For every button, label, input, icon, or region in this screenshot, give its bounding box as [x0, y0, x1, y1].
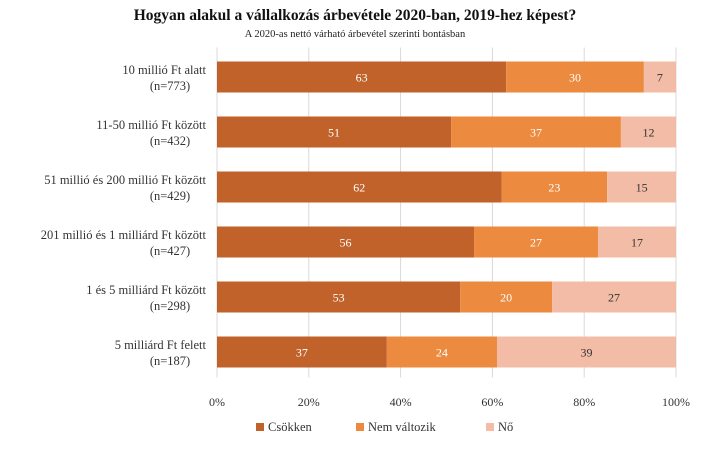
category-label: 11-50 millió Ft között [96, 118, 206, 132]
legend-label: Nem változik [368, 420, 436, 434]
x-tick-label: 20% [298, 395, 320, 409]
x-tick-label: 40% [390, 395, 412, 409]
chart-title: Hogyan alakul a vállalkozás árbevétele 2… [134, 7, 577, 24]
data-label: 17 [631, 236, 643, 250]
legend: Csökken Nem változik Nő [256, 420, 513, 434]
data-label: 12 [642, 126, 654, 140]
legend-label: Csökken [268, 420, 313, 434]
data-label: 51 [328, 126, 340, 140]
category-label: 51 millió és 200 millió Ft között [44, 173, 206, 187]
data-label: 24 [436, 346, 448, 360]
bar-segment [506, 61, 644, 93]
bar-segment [386, 336, 497, 368]
data-label: 37 [530, 126, 542, 140]
bar-segment [501, 171, 608, 203]
bar-segment [451, 116, 621, 148]
legend-swatch [256, 423, 264, 431]
data-label: 15 [636, 181, 648, 195]
category-n-label: (n=429) [150, 189, 190, 203]
category-n-label: (n=773) [150, 79, 190, 93]
bar-segment [460, 281, 553, 313]
bar-segment [607, 171, 676, 203]
data-label: 63 [356, 71, 368, 85]
category-labels: 10 millió Ft alatt (n=773) 11-50 millió Ft… [41, 63, 207, 368]
data-label: 27 [608, 291, 620, 305]
category-label: 5 milliárd Ft felett [115, 338, 207, 352]
gridlines [216, 47, 677, 378]
data-label: 30 [569, 71, 581, 85]
x-tick-label: 0% [209, 395, 225, 409]
bar-segment [643, 61, 676, 93]
bar-segment [597, 226, 676, 258]
data-label: 20 [500, 291, 512, 305]
category-n-label: (n=187) [150, 354, 190, 368]
data-label: 53 [333, 291, 345, 305]
bar-segment [552, 281, 676, 313]
x-tick-label: 80% [573, 395, 595, 409]
data-label: 39 [580, 346, 592, 360]
legend-swatch [356, 423, 364, 431]
bar-segment [217, 61, 507, 93]
bars: 63 30 7 51 37 12 62 23 15 56 27 17 53 20 27 37 24 39 [217, 61, 676, 368]
bar-segment [620, 116, 676, 148]
data-label: 37 [296, 346, 308, 360]
bar-segment [217, 281, 461, 313]
x-axis-ticks: 0% 20% 40% 60% 80% 100% [209, 395, 690, 409]
category-label: 201 millió és 1 milliárd Ft között [41, 228, 207, 242]
category-n-label: (n=427) [150, 244, 190, 258]
legend-swatch [486, 423, 494, 431]
category-label: 1 és 5 milliárd Ft között [86, 283, 206, 297]
bar-segment [217, 171, 502, 203]
data-label: 23 [548, 181, 560, 195]
bar-segment [474, 226, 598, 258]
data-label: 62 [353, 181, 365, 195]
category-label: 10 millió Ft alatt [122, 63, 206, 77]
data-label: 27 [530, 236, 542, 250]
legend-label: Nő [498, 420, 513, 434]
category-n-label: (n=432) [150, 134, 190, 148]
data-label: 56 [340, 236, 352, 250]
data-label: 7 [657, 71, 663, 85]
bar-segment [217, 116, 452, 148]
chart-subtitle: A 2020-as nettó várható árbevétel szerin… [245, 29, 466, 40]
bar-segment [217, 336, 387, 368]
x-tick-label: 60% [481, 395, 503, 409]
bar-segment [217, 226, 475, 258]
bar-segment [496, 336, 676, 368]
category-n-label: (n=298) [150, 299, 190, 313]
x-tick-label: 100% [662, 395, 690, 409]
